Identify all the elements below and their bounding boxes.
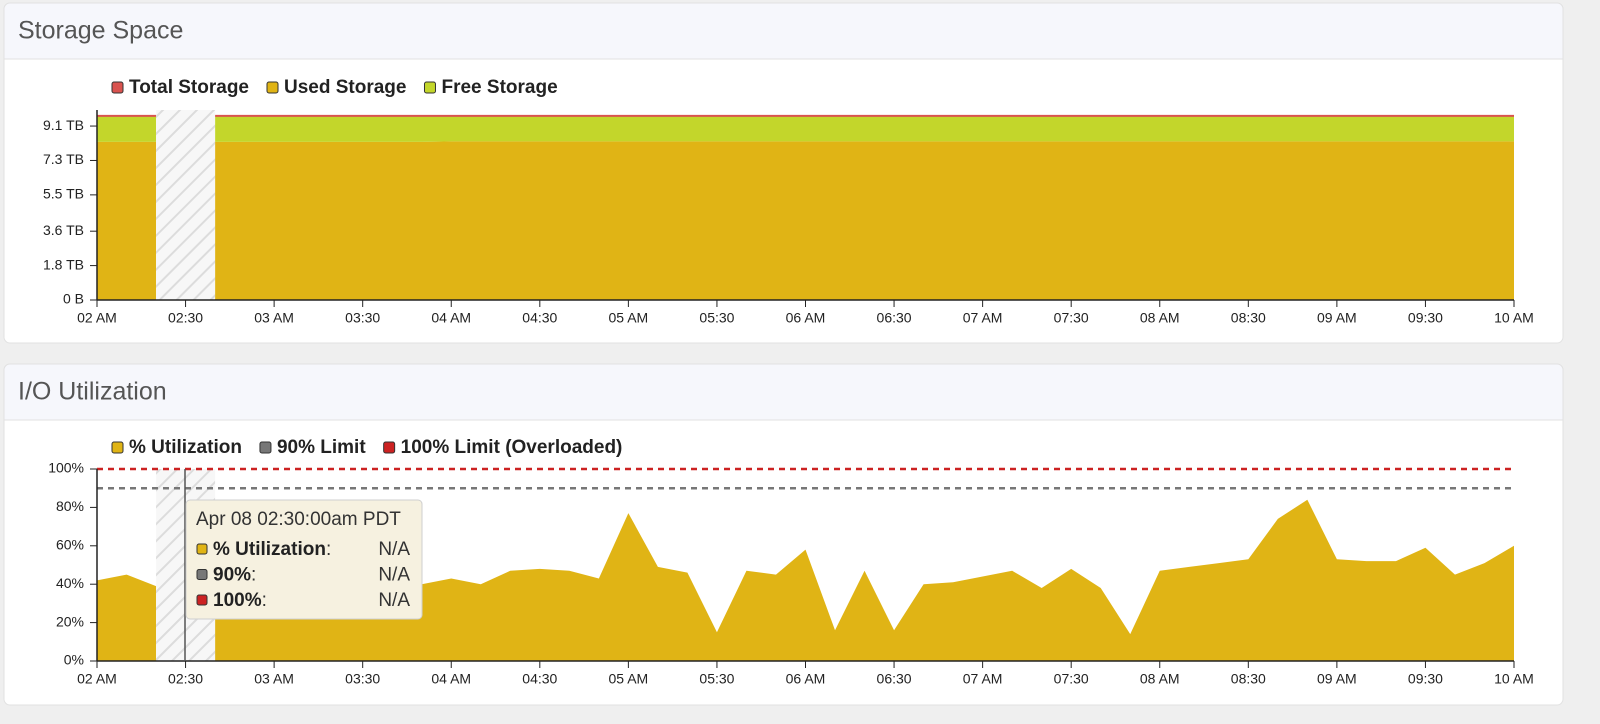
tooltip-separator: : (262, 590, 267, 611)
y-tick-label: 80% (56, 498, 84, 514)
legend-swatch (111, 81, 124, 94)
legend-label: Free Storage (441, 77, 557, 98)
tooltip-separator: : (326, 539, 331, 560)
tooltip-label: % Utilization (213, 539, 326, 560)
y-tick-label: 5.5 TB (43, 186, 84, 202)
y-tick-label: 1.8 TB (43, 256, 84, 272)
x-tick-label: 02:30 (168, 310, 203, 326)
tooltip: Apr 08 02:30:00am PDT % Utilization: N/A 9… (184, 469, 423, 661)
tooltip-value: N/A (378, 565, 410, 586)
legend-swatch (111, 441, 124, 454)
charts: 0 B 1.8 TB 3.6 TB 5.5 TB 7.3 TB 9.1 TB 02 AM 02… (43, 77, 1534, 687)
legend-label: Total Storage (129, 77, 249, 98)
x-tick-label: 09 AM (1317, 310, 1357, 326)
x-tick-label: 03 AM (254, 310, 294, 326)
x-tick-label: 06 AM (786, 310, 826, 326)
y-tick-label: 0% (64, 652, 84, 668)
tooltip-label: 90% (213, 565, 251, 586)
area (97, 115, 157, 142)
legend-label: Used Storage (284, 77, 406, 98)
x-tick-label: 03 AM (254, 671, 294, 687)
chart: 0% 20% 40% 60% 80% 100% 02 AM 02:30 03 AM 03:30 04… (48, 437, 1534, 687)
area (97, 574, 157, 661)
x-tick-label: 10 AM (1494, 671, 1534, 687)
x-tick-label: 02:30 (168, 671, 203, 687)
legend-label: 100% Limit (Overloaded) (401, 437, 623, 458)
tooltip-box (185, 499, 423, 620)
x-tick-label: 07:30 (1054, 671, 1089, 687)
chart: 0 B 1.8 TB 3.6 TB 5.5 TB 7.3 TB 9.1 TB 02 AM 02… (43, 77, 1534, 326)
area (215, 115, 1514, 142)
y-tick-label: 7.3 TB (43, 151, 84, 167)
x-tick-label: 06:30 (877, 310, 912, 326)
x-tick-label: 04 AM (431, 671, 471, 687)
x-tick-label: 02 AM (77, 310, 117, 326)
no-data-region (156, 110, 216, 300)
legend-swatch (383, 441, 396, 454)
x-tick-label: 09:30 (1408, 310, 1443, 326)
x-tick-label: 08 AM (1140, 671, 1180, 687)
x-tick-label: 09 AM (1317, 671, 1357, 687)
tooltip-swatch (196, 543, 208, 555)
area (215, 141, 1514, 300)
legend-swatch (423, 81, 436, 94)
x-tick-label: 08:30 (1231, 671, 1266, 687)
x-tick-label: 03:30 (345, 671, 380, 687)
x-tick-label: 07 AM (963, 671, 1003, 687)
tooltip-swatch (196, 594, 208, 606)
y-tick-label: 9.1 TB (43, 117, 84, 133)
panel-header (3, 363, 1564, 421)
x-tick-label: 04:30 (522, 671, 557, 687)
panel-title: I/O Utilization (18, 378, 167, 406)
area (215, 499, 1514, 661)
x-tick-label: 05:30 (699, 671, 734, 687)
x-tick-label: 07:30 (1054, 310, 1089, 326)
y-tick-label: 0 B (63, 291, 84, 307)
x-tick-label: 04:30 (522, 310, 557, 326)
tooltip-value: N/A (378, 539, 410, 560)
y-tick-label: 60% (56, 537, 84, 553)
y-tick-label: 20% (56, 613, 84, 629)
tooltip-title: Apr 08 02:30:00am PDT (196, 509, 401, 530)
legend-label: 90% Limit (277, 437, 366, 458)
x-tick-label: 03:30 (345, 310, 380, 326)
legend-swatch (259, 441, 272, 454)
x-tick-label: 05 AM (609, 310, 649, 326)
x-tick-label: 06 AM (786, 671, 826, 687)
area (97, 141, 157, 300)
tooltip-label: 100% (213, 590, 262, 611)
x-tick-label: 02 AM (77, 671, 117, 687)
tooltip-value: N/A (378, 590, 410, 611)
x-tick-label: 06:30 (877, 671, 912, 687)
x-tick-label: 10 AM (1494, 310, 1534, 326)
x-tick-label: 08 AM (1140, 310, 1180, 326)
tooltip-separator: : (251, 565, 256, 586)
y-tick-label: 40% (56, 575, 84, 591)
panel-title: Storage Space (18, 17, 183, 45)
y-tick-label: 100% (48, 460, 84, 476)
tooltip-swatch (196, 569, 208, 580)
x-tick-label: 08:30 (1231, 310, 1266, 326)
x-tick-label: 05:30 (699, 310, 734, 326)
legend-label: % Utilization (129, 437, 242, 458)
x-tick-label: 04 AM (431, 310, 471, 326)
x-tick-label: 05 AM (609, 671, 649, 687)
x-tick-label: 09:30 (1408, 671, 1443, 687)
panel-header (3, 2, 1564, 60)
legend-swatch (266, 81, 279, 94)
y-tick-label: 3.6 TB (43, 222, 84, 238)
x-tick-label: 07 AM (963, 310, 1003, 326)
